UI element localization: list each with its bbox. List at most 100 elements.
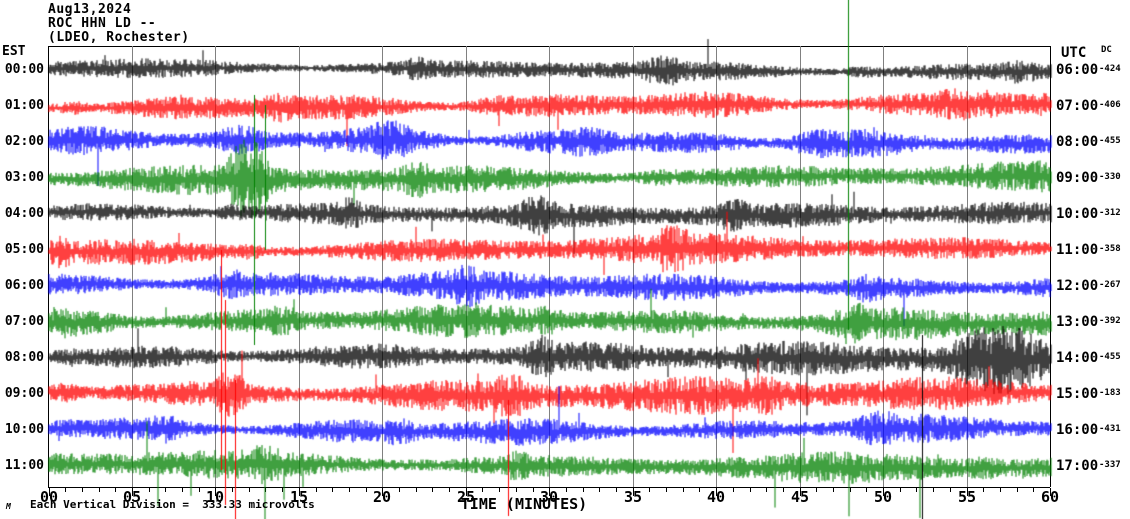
minor-tick	[583, 488, 584, 492]
utc-time-label: 13:00	[1056, 314, 1099, 330]
dc-offset-value: -424	[1099, 64, 1121, 74]
dc-offset-value: -392	[1099, 316, 1121, 326]
dc-offset-value: -267	[1099, 280, 1121, 290]
minor-tick	[599, 488, 600, 492]
minor-tick	[950, 488, 951, 492]
minor-tick	[499, 488, 500, 492]
minor-tick	[683, 488, 684, 492]
utc-time-label: 16:00	[1056, 422, 1099, 438]
grid-line-5min	[633, 46, 634, 487]
minor-tick	[182, 488, 183, 492]
plot-border-right	[1050, 46, 1051, 487]
utc-time-label: 08:00	[1056, 134, 1099, 150]
minor-tick	[316, 488, 317, 492]
minor-tick	[933, 488, 934, 492]
utc-time-label: 11:00	[1056, 242, 1099, 258]
utc-time-label: 17:00	[1056, 458, 1099, 474]
est-time-label: 04:00	[4, 206, 44, 221]
est-time-label: 02:00	[4, 134, 44, 149]
est-time-label: 05:00	[4, 242, 44, 257]
dc-column-header: DC	[1101, 45, 1112, 55]
minor-tick	[666, 488, 667, 492]
minor-tick	[199, 488, 200, 492]
minor-tick	[733, 488, 734, 492]
x-tick-label: 50	[873, 488, 893, 506]
plot-border-left	[48, 46, 49, 487]
grid-line-5min	[883, 46, 884, 487]
x-tick-label: 45	[790, 488, 810, 506]
x-tick-label: 20	[372, 488, 392, 506]
utc-time-label: 15:00	[1056, 386, 1099, 402]
minor-tick	[916, 488, 917, 492]
utc-time-label: 12:00	[1056, 278, 1099, 294]
minor-tick	[866, 488, 867, 492]
minor-tick	[432, 488, 433, 492]
utc-time-label: 07:00	[1056, 98, 1099, 114]
grid-line-5min	[466, 46, 467, 487]
x-tick-label: 55	[957, 488, 977, 506]
utc-time-label: 10:00	[1056, 206, 1099, 222]
minor-tick	[533, 488, 534, 492]
minor-tick	[232, 488, 233, 492]
dc-offset-value: -431	[1099, 424, 1121, 434]
minor-tick	[416, 488, 417, 492]
minor-tick	[65, 488, 66, 492]
minor-tick	[1017, 488, 1018, 492]
minor-tick	[833, 488, 834, 492]
est-time-label: 01:00	[4, 98, 44, 113]
est-time-label: 00:00	[4, 62, 44, 77]
minor-tick	[449, 488, 450, 492]
est-column-header: EST	[2, 44, 26, 59]
minor-tick	[249, 488, 250, 492]
minor-tick	[1000, 488, 1001, 492]
header-date: Aug13,2024	[48, 2, 132, 17]
minor-tick	[850, 488, 851, 492]
minor-tick	[983, 488, 984, 492]
x-axis-title: TIME (MINUTES)	[460, 495, 588, 513]
x-tick-label: 60	[1040, 488, 1060, 506]
caption-vertical-division: Each Vertical Division = 333.33 microvol…	[30, 498, 315, 511]
grid-line-5min	[967, 46, 968, 487]
minor-tick	[900, 488, 901, 492]
minor-tick	[332, 488, 333, 492]
est-time-label: 06:00	[4, 278, 44, 293]
est-time-label: 08:00	[4, 350, 44, 365]
x-tick-label: 40	[706, 488, 726, 506]
minor-tick	[99, 488, 100, 492]
header-location: (LDEO, Rochester)	[48, 30, 190, 45]
utc-time-label: 06:00	[1056, 62, 1099, 78]
dc-offset-value: -312	[1099, 208, 1121, 218]
watermark-glyph: M	[6, 502, 11, 511]
grid-line-5min	[800, 46, 801, 487]
est-time-label: 09:00	[4, 386, 44, 401]
grid-line-5min	[299, 46, 300, 487]
dc-offset-value: -455	[1099, 136, 1121, 146]
dc-offset-value: -337	[1099, 460, 1121, 470]
minor-tick	[149, 488, 150, 492]
minor-tick	[165, 488, 166, 492]
est-time-label: 11:00	[4, 458, 44, 473]
utc-time-label: 14:00	[1056, 350, 1099, 366]
utc-time-label: 09:00	[1056, 170, 1099, 186]
minor-tick	[783, 488, 784, 492]
x-tick-label: 35	[623, 488, 643, 506]
minor-tick	[349, 488, 350, 492]
grid-line-5min	[132, 46, 133, 487]
minor-tick	[649, 488, 650, 492]
dc-offset-value: -330	[1099, 172, 1121, 182]
est-time-label: 03:00	[4, 170, 44, 185]
dc-offset-value: -183	[1099, 388, 1121, 398]
minor-tick	[566, 488, 567, 492]
minor-tick	[282, 488, 283, 492]
minor-tick	[750, 488, 751, 492]
grid-line-5min	[716, 46, 717, 487]
utc-column-header: UTC	[1061, 45, 1087, 61]
grid-line-5min	[382, 46, 383, 487]
minor-tick	[482, 488, 483, 492]
minor-tick	[616, 488, 617, 492]
minor-tick	[265, 488, 266, 492]
minor-tick	[516, 488, 517, 492]
minor-tick	[1033, 488, 1034, 492]
